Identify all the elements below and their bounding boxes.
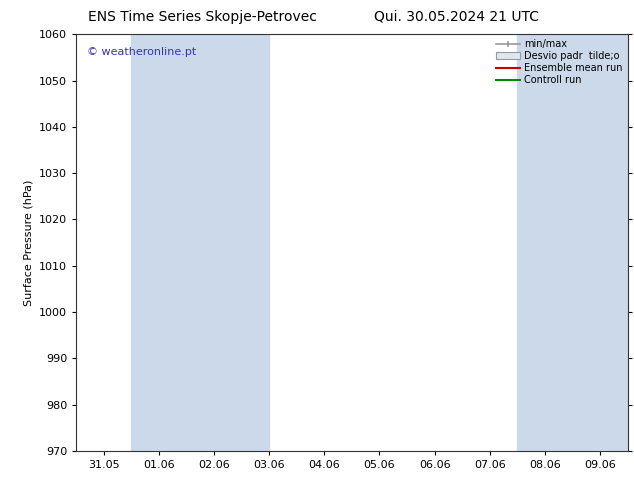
- Text: ENS Time Series Skopje-Petrovec: ENS Time Series Skopje-Petrovec: [88, 10, 318, 24]
- Y-axis label: Surface Pressure (hPa): Surface Pressure (hPa): [23, 179, 34, 306]
- Bar: [517, 34, 628, 451]
- Text: © weatheronline.pt: © weatheronline.pt: [87, 47, 197, 57]
- Bar: [131, 34, 269, 451]
- Text: Qui. 30.05.2024 21 UTC: Qui. 30.05.2024 21 UTC: [374, 10, 539, 24]
- Legend: min/max, Desvio padr  tilde;o, Ensemble mean run, Controll run: min/max, Desvio padr tilde;o, Ensemble m…: [494, 37, 624, 87]
